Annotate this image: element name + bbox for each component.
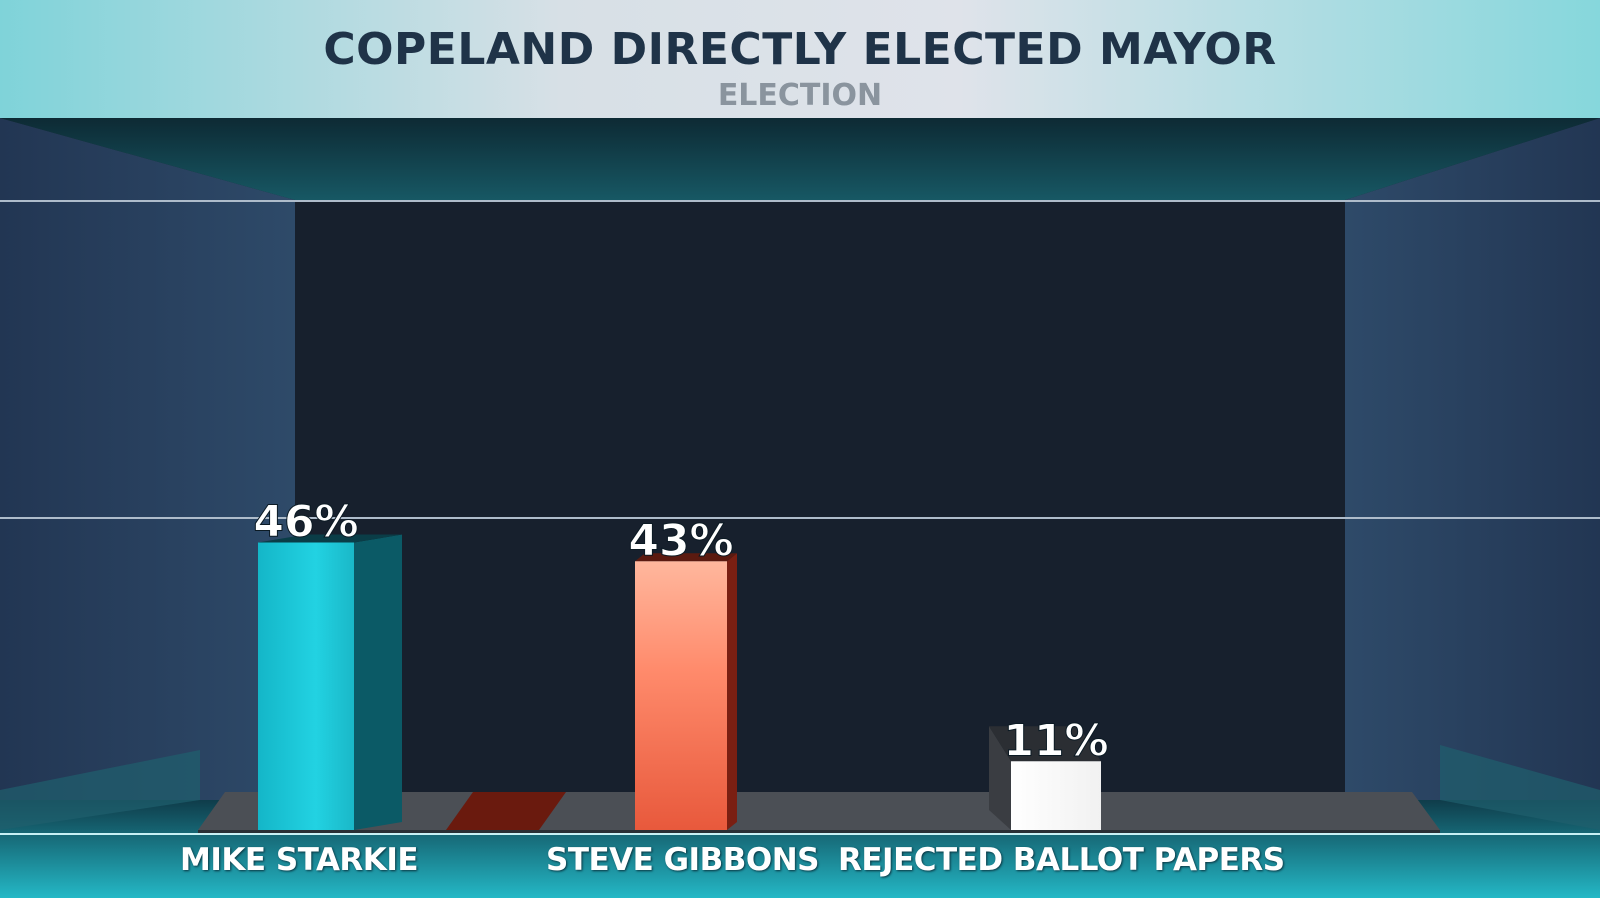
right-wall xyxy=(1345,118,1600,870)
bar-floor-shadow xyxy=(446,792,566,830)
bar-platform-edge xyxy=(198,830,1440,834)
bar-top xyxy=(989,726,1101,762)
data-label: 11% xyxy=(1003,715,1108,766)
left-wall xyxy=(0,118,295,870)
category-label: STEVE GIBBONS xyxy=(546,842,819,878)
back-wall xyxy=(295,200,1345,800)
left-ledge xyxy=(0,750,200,830)
bar-side xyxy=(989,726,1011,830)
ceiling xyxy=(0,118,1600,200)
data-label: 46% xyxy=(253,497,358,548)
category-label: REJECTED BALLOT PAPERS xyxy=(838,842,1285,878)
bar-top xyxy=(258,534,402,543)
bar-side xyxy=(354,534,402,830)
chart-header: COPELAND DIRECTLY ELECTED MAYOR ELECTION xyxy=(0,0,1600,118)
chart-subtitle: ELECTION xyxy=(717,78,883,113)
chart-title: COPELAND DIRECTLY ELECTED MAYOR xyxy=(323,24,1277,75)
bar-side xyxy=(727,553,737,830)
bar xyxy=(258,542,354,830)
right-ledge xyxy=(1440,745,1600,830)
category-label: MIKE STARKIE xyxy=(180,842,419,878)
bar xyxy=(1011,761,1101,830)
bar-top xyxy=(635,553,737,562)
bar xyxy=(635,561,727,830)
data-label: 43% xyxy=(628,515,733,566)
